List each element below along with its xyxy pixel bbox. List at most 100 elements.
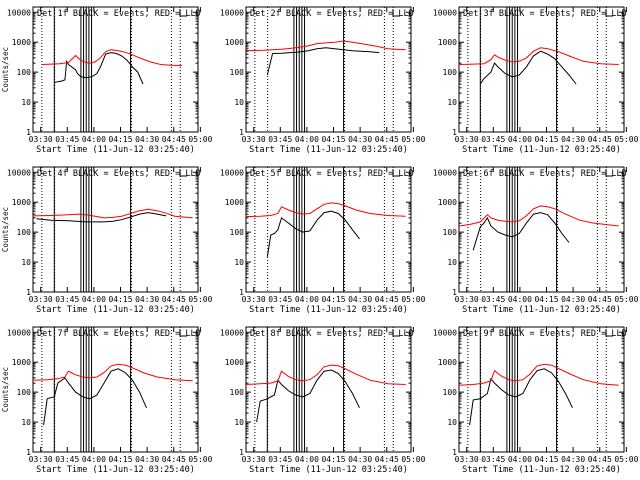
y-tick-label: 10000 bbox=[433, 168, 457, 177]
x-tick-label: 03:45 bbox=[268, 135, 292, 144]
corner-bracket-icon bbox=[179, 9, 187, 17]
panel-title: Det 4f BLACK = Events, RED = LLD bbox=[37, 169, 201, 179]
x-tick-label: 03:30 bbox=[29, 135, 53, 144]
y-tick-label: 1 bbox=[26, 448, 31, 457]
corner-bracket-icon bbox=[392, 329, 400, 337]
y-tick-label: 1 bbox=[239, 128, 244, 137]
series-line-events bbox=[472, 212, 570, 251]
x-axis-label: Start Time (11-Jun-12 03:25:40) bbox=[249, 305, 408, 315]
x-tick-label: 04:15 bbox=[534, 135, 558, 144]
plot-frame bbox=[32, 6, 199, 133]
x-axis-label: Start Time (11-Jun-12 03:25:40) bbox=[462, 465, 621, 475]
detector-panel-1: 03:30 03:45 04:00 04:15 04:30 04:45 05:00 1 10 10… bbox=[1, 6, 213, 155]
plot-frame bbox=[458, 326, 625, 453]
x-tick-label: 04:15 bbox=[534, 455, 558, 464]
y-tick-label: 1000 bbox=[12, 198, 31, 207]
y-tick-label: 100 bbox=[17, 228, 32, 237]
x-tick-label: 04:15 bbox=[321, 455, 345, 464]
y-tick-label: 10000 bbox=[7, 8, 31, 17]
x-tick-label: 04:30 bbox=[135, 295, 159, 304]
y-tick-label: 10 bbox=[447, 418, 457, 427]
series-line-lld bbox=[32, 363, 193, 382]
plot-frame bbox=[245, 326, 412, 453]
x-tick-label: 04:30 bbox=[135, 455, 159, 464]
y-tick-label: 10 bbox=[234, 98, 244, 107]
x-tick-label: 03:30 bbox=[455, 295, 479, 304]
x-tick-label: 05:00 bbox=[188, 455, 212, 464]
corner-bracket-icon bbox=[605, 9, 613, 17]
x-tick-label: 03:45 bbox=[268, 295, 292, 304]
x-axis-label: Start Time (11-Jun-12 03:25:40) bbox=[249, 145, 408, 155]
y-tick-label: 1000 bbox=[225, 198, 244, 207]
corner-bracket-icon bbox=[179, 329, 187, 337]
detector-panel-9: 03:30 03:45 04:00 04:15 04:30 04:45 05:00 1 10 10… bbox=[433, 326, 639, 475]
x-tick-label: 04:00 bbox=[295, 135, 319, 144]
x-tick-label: 04:30 bbox=[561, 455, 585, 464]
y-tick-label: 10 bbox=[447, 258, 457, 267]
y-tick-label: 1000 bbox=[438, 358, 457, 367]
y-tick-label: 10000 bbox=[220, 168, 244, 177]
y-tick-label: 100 bbox=[230, 388, 245, 397]
series-line-events bbox=[266, 210, 360, 257]
series-line-lld bbox=[458, 363, 619, 386]
x-tick-label: 04:45 bbox=[588, 135, 612, 144]
y-axis-label: Counts/sec bbox=[1, 207, 10, 252]
y-tick-label: 1000 bbox=[12, 38, 31, 47]
corner-bracket-icon bbox=[605, 329, 613, 337]
y-tick-label: 10000 bbox=[220, 328, 244, 337]
x-tick-label: 03:30 bbox=[455, 455, 479, 464]
x-tick-label: 03:30 bbox=[29, 455, 53, 464]
y-tick-label: 100 bbox=[443, 68, 458, 77]
y-tick-label: 1000 bbox=[225, 38, 244, 47]
y-tick-label: 1000 bbox=[12, 358, 31, 367]
x-tick-label: 04:00 bbox=[508, 135, 532, 144]
x-tick-label: 04:00 bbox=[508, 295, 532, 304]
x-tick-label: 04:00 bbox=[82, 135, 106, 144]
x-tick-label: 04:30 bbox=[348, 455, 372, 464]
y-tick-label: 1000 bbox=[438, 198, 457, 207]
y-tick-label: 100 bbox=[443, 388, 458, 397]
panel-title: Det 5f BLACK = Events, RED = LLD bbox=[250, 169, 414, 179]
y-tick-label: 10 bbox=[21, 418, 31, 427]
y-tick-label: 10 bbox=[234, 418, 244, 427]
series-line-events bbox=[479, 50, 577, 85]
x-axis-label: Start Time (11-Jun-12 03:25:40) bbox=[462, 305, 621, 315]
series-line-events bbox=[469, 368, 573, 426]
y-tick-label: 100 bbox=[443, 228, 458, 237]
panel-title: Det 3f BLACK = Events, RED = LLD bbox=[463, 9, 627, 19]
x-tick-label: 04:30 bbox=[348, 135, 372, 144]
x-tick-label: 03:30 bbox=[242, 135, 266, 144]
plot-frame bbox=[32, 326, 199, 453]
panel-title: Det 8f BLACK = Events, RED = LLD bbox=[250, 329, 414, 339]
x-tick-label: 04:45 bbox=[588, 455, 612, 464]
x-tick-label: 04:30 bbox=[348, 295, 372, 304]
x-tick-label: 04:15 bbox=[108, 455, 132, 464]
x-tick-label: 04:30 bbox=[561, 135, 585, 144]
y-tick-label: 10000 bbox=[433, 8, 457, 17]
y-tick-label: 1 bbox=[452, 288, 457, 297]
y-tick-label: 1000 bbox=[225, 358, 244, 367]
x-axis-label: Start Time (11-Jun-12 03:25:40) bbox=[36, 145, 195, 155]
x-tick-label: 04:15 bbox=[108, 135, 132, 144]
y-tick-label: 1 bbox=[26, 288, 31, 297]
x-tick-label: 04:30 bbox=[561, 295, 585, 304]
series-line-lld bbox=[41, 49, 183, 67]
y-tick-label: 100 bbox=[17, 388, 32, 397]
y-tick-label: 1 bbox=[239, 448, 244, 457]
series-line-lld bbox=[245, 40, 406, 52]
detector-panel-2: 03:30 03:45 04:00 04:15 04:30 04:45 05:00 1 10 10… bbox=[220, 6, 426, 155]
corner-bracket-icon bbox=[392, 9, 400, 17]
plot-frame bbox=[458, 6, 625, 133]
y-tick-label: 10000 bbox=[7, 168, 31, 177]
y-tick-label: 10 bbox=[21, 258, 31, 267]
x-tick-label: 04:45 bbox=[162, 455, 186, 464]
corner-bracket-icon bbox=[392, 169, 400, 177]
x-axis-label: Start Time (11-Jun-12 03:25:40) bbox=[36, 305, 195, 315]
panel-title: Det 7f BLACK = Events, RED = LLD bbox=[37, 329, 201, 339]
y-tick-label: 1000 bbox=[438, 38, 457, 47]
y-tick-label: 1 bbox=[452, 128, 457, 137]
x-tick-label: 03:45 bbox=[268, 455, 292, 464]
x-tick-label: 05:00 bbox=[188, 295, 212, 304]
plot-frame bbox=[458, 166, 625, 293]
